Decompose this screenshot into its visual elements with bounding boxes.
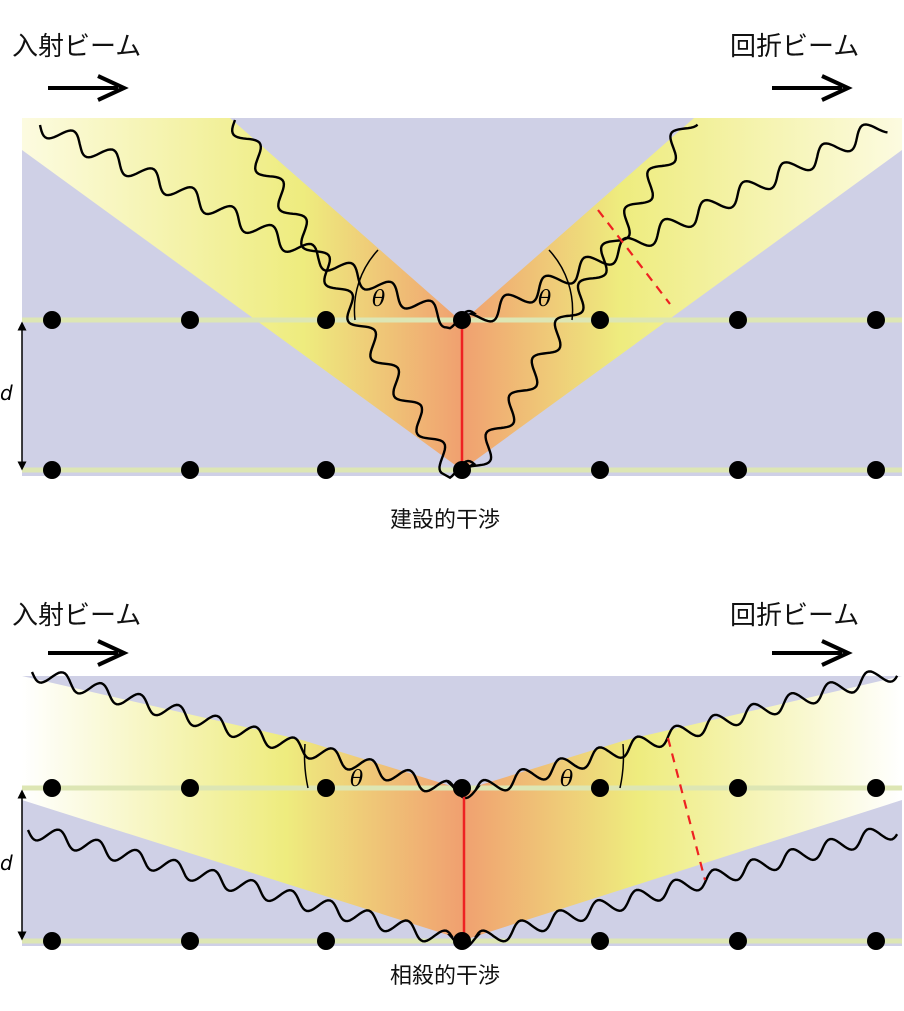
atom (317, 779, 335, 797)
incident-beam-label-top: 入射ビーム (12, 32, 142, 62)
atom (317, 461, 335, 479)
atom (181, 311, 199, 329)
atom (43, 461, 61, 479)
incident-arrow-bottom (48, 639, 129, 667)
theta-arc-right-top (548, 249, 574, 321)
theta-right-top: θ (538, 287, 551, 312)
theta-right-bottom: θ (560, 767, 573, 792)
beam-band-bottom (22, 676, 902, 940)
d-label-top: d (0, 381, 13, 405)
atoms-bottom (43, 779, 885, 950)
d-label-bottom: d (0, 851, 13, 875)
atom (729, 311, 747, 329)
atom (591, 779, 609, 797)
theta-arc-right-bottom (619, 743, 625, 789)
atom (317, 311, 335, 329)
diffracted-arrow-top (772, 74, 853, 102)
atom (867, 461, 885, 479)
atom (453, 461, 471, 479)
beam-band-top (22, 118, 902, 470)
atoms-top (43, 311, 885, 479)
wavefront-dashed-bottom (666, 737, 707, 881)
atom (181, 932, 199, 950)
caption-destructive: 相殺的干渉 (390, 964, 501, 989)
atom (317, 932, 335, 950)
atom (729, 932, 747, 950)
atom (453, 311, 471, 329)
atom (453, 932, 471, 950)
theta-left-bottom: θ (350, 767, 363, 792)
atom (43, 779, 61, 797)
atom (867, 311, 885, 329)
atom (591, 461, 609, 479)
theta-left-top: θ (372, 287, 385, 312)
atom (43, 932, 61, 950)
incident-arrow-top (48, 74, 129, 102)
atom (181, 461, 199, 479)
atom (867, 932, 885, 950)
theta-arc-left-top (353, 249, 379, 321)
caption-constructive: 建設的干渉 (390, 508, 501, 533)
wavefront-dashed-top (597, 209, 671, 305)
atom (729, 779, 747, 797)
atom (867, 779, 885, 797)
incident-beam-label-bottom: 入射ビーム (12, 601, 142, 631)
theta-arc-left-bottom (303, 743, 309, 789)
atom (181, 779, 199, 797)
atom (453, 779, 471, 797)
atom (729, 461, 747, 479)
diffracted-arrow-bottom (772, 639, 853, 667)
atom (43, 311, 61, 329)
diffracted-beam-label-top: 回折ビーム (730, 32, 860, 62)
atom (591, 311, 609, 329)
diffracted-beam-label-bottom: 回折ビーム (730, 601, 860, 631)
atom (591, 932, 609, 950)
